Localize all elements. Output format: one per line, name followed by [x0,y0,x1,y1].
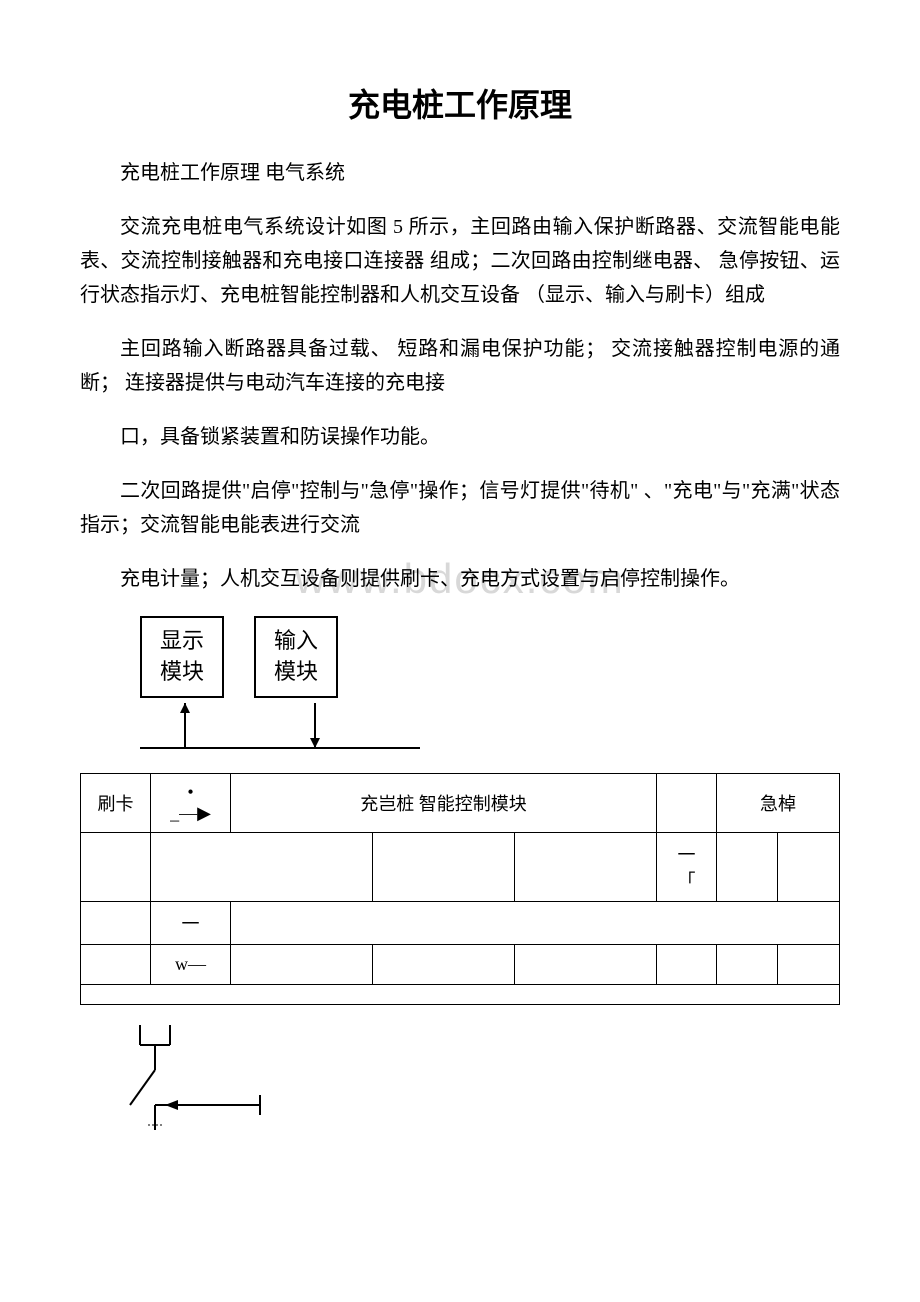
table-cell: 刷卡 [81,773,151,832]
box2-line1: 输入 [274,626,318,657]
table-row: 刷卡 • _—▶ 充岂桩 智能控制模块 急棹 [81,773,840,832]
paragraph-1: 充电桩工作原理 电气系统 [80,156,840,190]
table-row: 一 [81,901,840,944]
system-table: 刷卡 • _—▶ 充岂桩 智能控制模块 急棹 一 「 一 [80,773,840,1005]
table-cell: 一 「 [656,832,716,901]
paragraph-6: 充电计量；人机交互设备则提供刷卡、充电方式设置与启停控制操作。 [80,562,840,596]
cell-text: 一 [665,841,708,867]
diagram-connectors [140,703,420,763]
table-cell [514,832,656,901]
input-module-box: 输入 模块 [254,616,338,698]
table-cell [231,901,840,944]
display-module-box: 显示 模块 [140,616,224,698]
paragraph-5: 二次回路提供"启停"控制与"急停"操作；信号灯提供"待机" 、"充电"与"充满"… [80,474,840,542]
switch-svg [120,1025,280,1135]
table-cell [81,901,151,944]
table-cell [81,944,151,984]
table-cell [656,773,716,832]
table-cell [716,944,778,984]
diagram-top-boxes: 显示 模块 输入 模块 [140,616,840,698]
table-cell [231,944,373,984]
table-cell [151,832,373,901]
table-cell [514,944,656,984]
table-cell [81,984,840,1004]
table-cell: 一 [151,901,231,944]
table-cell [778,944,840,984]
switch-diagram [120,1025,840,1140]
table-row [81,984,840,1004]
table-cell [81,832,151,901]
box1-line2: 模块 [160,657,204,688]
document-title: 充电桩工作原理 [80,80,840,126]
table-cell: • _—▶ [151,773,231,832]
cell-text: 「 [665,867,708,893]
box2-line2: 模块 [274,657,318,688]
table-cell: 急棹 [716,773,839,832]
table-cell: w— [151,944,231,984]
paragraph-2: 交流充电桩电气系统设计如图 5 所示，主回路由输入保护断路器、交流智能电能表、交… [80,210,840,312]
cell-text: • [159,782,222,803]
table-cell [372,832,514,901]
table-cell: 充岂桩 智能控制模块 [231,773,657,832]
table-row: w— [81,944,840,984]
table-cell [372,944,514,984]
cell-text: _—▶ [159,803,222,824]
box1-line1: 显示 [160,626,204,657]
document-content: 充电桩工作原理 充电桩工作原理 电气系统 交流充电桩电气系统设计如图 5 所示，… [80,80,840,1140]
paragraph-4: 口，具备锁紧装置和防误操作功能。 [80,420,840,454]
table-cell [656,944,716,984]
table-cell [778,832,840,901]
table-row: 一 「 [81,832,840,901]
paragraph-3: 主回路输入断路器具备过载、 短路和漏电保护功能； 交流接触器控制电源的通断； 连… [80,332,840,400]
connector-svg [140,703,420,763]
table-cell [716,832,778,901]
